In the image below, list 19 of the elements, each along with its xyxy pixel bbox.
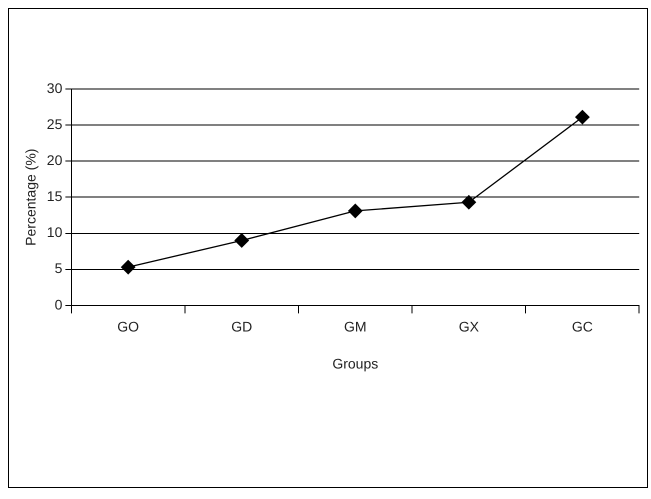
y-tick-label: 15 [46,188,63,204]
x-tick-label: GX [458,318,480,335]
y-axis-title: Percentage (%) [22,148,38,246]
x-tick-label: GC [572,318,593,335]
point [462,195,476,210]
y-tick-label: 10 [46,224,63,240]
point [121,260,136,274]
point [234,233,249,248]
y-tick-label: 5 [54,260,63,276]
point [348,204,362,218]
x-axis-title: Groups [332,355,378,372]
x-tick-label: GD [231,318,252,335]
y-tick-label: 0 [54,296,63,312]
x-tick-label: GM [344,318,367,335]
y-tick-label: 20 [46,152,63,168]
y-tick-label: 30 [46,80,63,96]
y-tick-label: 25 [46,116,63,132]
x-tick-label: GO [117,318,140,335]
point [575,110,590,124]
